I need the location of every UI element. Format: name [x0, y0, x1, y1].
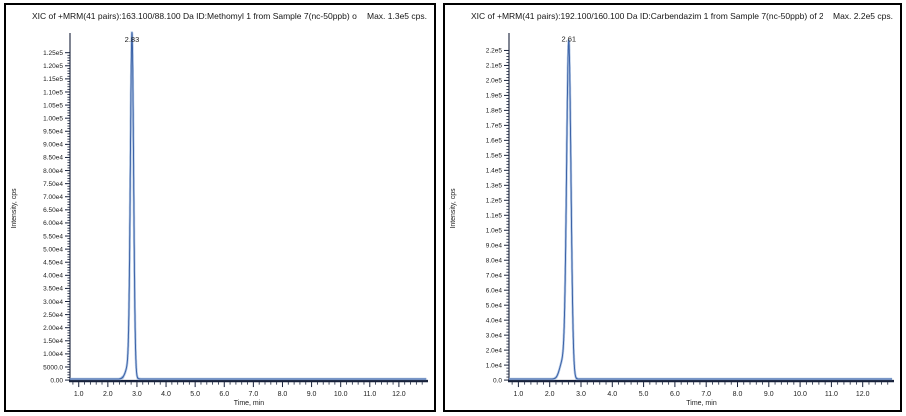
- svg-text:1.6e5: 1.6e5: [486, 138, 503, 145]
- svg-text:3.0: 3.0: [132, 391, 142, 398]
- svg-text:1.00e5: 1.00e5: [43, 115, 63, 122]
- svg-text:1.0e4: 1.0e4: [486, 362, 503, 369]
- max-intensity-label-left: Max. 1.3e5 cps.: [366, 11, 427, 21]
- svg-text:1.7e5: 1.7e5: [486, 123, 503, 130]
- svg-text:2.2e5: 2.2e5: [486, 48, 503, 55]
- svg-text:2.0: 2.0: [545, 391, 555, 398]
- svg-text:9.00e4: 9.00e4: [43, 142, 63, 149]
- svg-text:1.1e5: 1.1e5: [486, 213, 503, 220]
- svg-text:3.50e4: 3.50e4: [43, 286, 63, 293]
- svg-text:8.0: 8.0: [733, 391, 743, 398]
- svg-text:2.00e4: 2.00e4: [43, 325, 63, 332]
- svg-text:1.05e5: 1.05e5: [43, 102, 63, 109]
- svg-text:4.0: 4.0: [161, 391, 171, 398]
- svg-text:1.5e5: 1.5e5: [486, 153, 503, 160]
- svg-text:0.0: 0.0: [493, 377, 502, 384]
- svg-text:8.50e4: 8.50e4: [43, 155, 63, 162]
- svg-text:2.61: 2.61: [561, 34, 576, 43]
- svg-text:5.0: 5.0: [190, 391, 200, 398]
- svg-text:2.83: 2.83: [125, 35, 140, 44]
- svg-text:2.0: 2.0: [103, 391, 113, 398]
- svg-text:Time, min: Time, min: [234, 400, 265, 407]
- svg-text:7.50e4: 7.50e4: [43, 181, 63, 188]
- svg-text:5000.0: 5000.0: [43, 364, 63, 371]
- svg-text:10.0: 10.0: [334, 391, 348, 398]
- svg-text:2.0e4: 2.0e4: [486, 347, 503, 354]
- svg-text:1.2e5: 1.2e5: [486, 198, 503, 205]
- svg-text:1.8e5: 1.8e5: [486, 108, 503, 115]
- svg-text:Intensity, cps: Intensity, cps: [11, 188, 18, 229]
- svg-text:4.0e4: 4.0e4: [486, 317, 503, 324]
- svg-text:0.00: 0.00: [50, 377, 63, 384]
- chromatogram-panel-right: XIC of +MRM(41 pairs):192.100/160.100 Da…: [443, 3, 902, 412]
- svg-text:3.0: 3.0: [576, 391, 586, 398]
- svg-text:Time, min: Time, min: [686, 400, 717, 407]
- svg-text:6.0: 6.0: [219, 391, 229, 398]
- svg-text:9.0: 9.0: [764, 391, 774, 398]
- svg-text:1.50e4: 1.50e4: [43, 338, 63, 345]
- svg-text:12.0: 12.0: [856, 391, 870, 398]
- svg-text:2.1e5: 2.1e5: [486, 63, 503, 70]
- svg-text:1.00e4: 1.00e4: [43, 351, 63, 358]
- svg-text:5.0: 5.0: [639, 391, 649, 398]
- svg-text:1.3e5: 1.3e5: [486, 183, 503, 190]
- svg-text:5.0e4: 5.0e4: [486, 302, 503, 309]
- svg-text:8.0: 8.0: [278, 391, 288, 398]
- chromatogram-plot-left[interactable]: 1.25e5 1.20e5 1.15e5 1.10e5 1.05e5 1.00e5 9.50…: [6, 27, 434, 410]
- chromatogram-panel-left: XIC of +MRM(41 pairs):163.100/88.100 Da …: [4, 3, 436, 412]
- svg-text:1.0e5: 1.0e5: [486, 228, 503, 235]
- svg-text:1.0: 1.0: [74, 391, 84, 398]
- svg-text:8.0e4: 8.0e4: [486, 258, 503, 265]
- svg-text:9.0e4: 9.0e4: [486, 243, 503, 250]
- svg-text:7.0: 7.0: [701, 391, 711, 398]
- panel-header-right: XIC of +MRM(41 pairs):192.100/160.100 Da…: [445, 5, 900, 27]
- svg-text:11.0: 11.0: [825, 391, 838, 398]
- svg-text:1.10e5: 1.10e5: [43, 89, 63, 96]
- svg-text:5.50e4: 5.50e4: [43, 233, 63, 240]
- svg-text:3.0e4: 3.0e4: [486, 332, 503, 339]
- svg-text:2.0e5: 2.0e5: [486, 78, 503, 85]
- svg-text:6.0e4: 6.0e4: [486, 287, 503, 294]
- svg-text:3.00e4: 3.00e4: [43, 299, 63, 306]
- chromatogram-title-left: XIC of +MRM(41 pairs):163.100/88.100 Da …: [32, 11, 357, 21]
- svg-text:6.00e4: 6.00e4: [43, 220, 63, 227]
- svg-text:1.9e5: 1.9e5: [486, 93, 503, 100]
- svg-text:11.0: 11.0: [363, 391, 376, 398]
- svg-text:7.0: 7.0: [249, 391, 259, 398]
- svg-text:10.0: 10.0: [793, 391, 807, 398]
- svg-text:1.4e5: 1.4e5: [486, 168, 503, 175]
- svg-text:12.0: 12.0: [392, 391, 406, 398]
- chromatogram-plot-right[interactable]: 2.2e5 2.1e5 2.0e5 1.9e5 1.8e5 1.7e5 1.6e5 1.5e5…: [445, 27, 900, 410]
- svg-text:6.0: 6.0: [670, 391, 680, 398]
- max-intensity-label-right: Max. 2.2e5 cps.: [832, 11, 893, 21]
- svg-text:7.00e4: 7.00e4: [43, 194, 63, 201]
- svg-text:1.25e5: 1.25e5: [43, 50, 63, 57]
- svg-text:1.15e5: 1.15e5: [43, 76, 63, 83]
- svg-text:1.0: 1.0: [514, 391, 524, 398]
- svg-text:4.50e4: 4.50e4: [43, 260, 63, 267]
- panel-header-left: XIC of +MRM(41 pairs):163.100/88.100 Da …: [6, 5, 434, 27]
- svg-text:4.00e4: 4.00e4: [43, 273, 63, 280]
- svg-text:7.0e4: 7.0e4: [486, 272, 503, 279]
- svg-text:1.20e5: 1.20e5: [43, 63, 63, 70]
- svg-text:Intensity, cps: Intensity, cps: [450, 188, 457, 229]
- chromatogram-title-right: XIC of +MRM(41 pairs):192.100/160.100 Da…: [471, 11, 823, 21]
- svg-text:2.50e4: 2.50e4: [43, 312, 63, 319]
- svg-text:4.0: 4.0: [607, 391, 617, 398]
- svg-text:9.0: 9.0: [307, 391, 317, 398]
- svg-text:6.50e4: 6.50e4: [43, 207, 63, 214]
- svg-text:5.00e4: 5.00e4: [43, 246, 63, 253]
- svg-text:9.50e4: 9.50e4: [43, 129, 63, 136]
- svg-text:8.00e4: 8.00e4: [43, 168, 63, 175]
